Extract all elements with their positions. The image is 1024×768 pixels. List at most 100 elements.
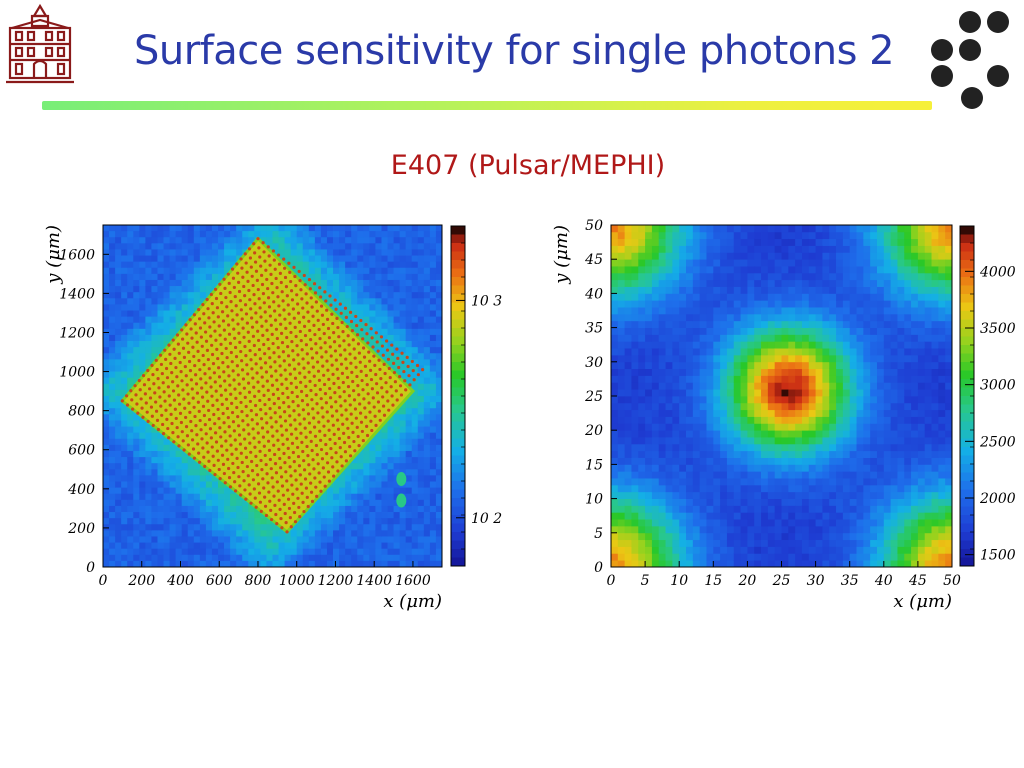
left-heatmap-cell (139, 316, 146, 324)
left-heatmap-cell (187, 499, 195, 507)
left-heatmap-cell (242, 231, 249, 238)
right-heatmap-cell (631, 525, 639, 534)
left-heatmap-cell (157, 243, 164, 250)
left-heatmap-cell (278, 548, 286, 556)
left-heatmap-cell (314, 225, 322, 232)
left-heatmap-cell (169, 505, 177, 513)
left-heatmap-cell (357, 475, 364, 482)
left-heatmap-cell (302, 231, 310, 238)
left-heatmap-cell (151, 457, 158, 464)
left-heatmap-cell (399, 402, 407, 409)
right-heatmap-cell (645, 259, 653, 267)
left-heatmap-cell (417, 414, 425, 421)
left-heatmap-cell (193, 530, 201, 537)
left-heatmap-cell (333, 530, 340, 537)
left-heatmap-cell (121, 493, 128, 501)
left-heatmap-cell (381, 444, 388, 452)
left-heatmap-cell (417, 420, 425, 427)
right-heatmap-cell (631, 348, 639, 356)
right-heatmap-cell (624, 327, 632, 335)
left-heatmap-cell (387, 432, 394, 440)
right-heatmap-cell (672, 272, 680, 281)
left-heatmap-cell (423, 389, 431, 397)
left-heatmap-cell (339, 261, 346, 269)
left-heatmap-cell (326, 512, 334, 519)
right-heatmap-cell (651, 286, 660, 294)
left-heatmap-cell (333, 286, 340, 293)
right-heatmap-cell (645, 245, 653, 253)
left-heatmap-cell (199, 512, 207, 519)
left-microcell-dot (216, 458, 220, 462)
right-heatmap-cell (638, 238, 646, 246)
left-heatmap-cell (151, 493, 158, 501)
right-heatmap-cell (686, 341, 694, 349)
right-heatmap-cell (638, 354, 646, 363)
left-heatmap-cell (103, 444, 110, 452)
left-heatmap-cell (193, 524, 201, 531)
left-heatmap-cell (236, 530, 243, 537)
left-heatmap-cell (333, 542, 340, 550)
left-heatmap-cell (151, 304, 158, 311)
left-heatmap-cell (109, 530, 116, 537)
left-heatmap-cell (345, 518, 352, 525)
right-heatmap-cell (651, 245, 660, 253)
left-heatmap-cell (133, 353, 140, 360)
left-heatmap-cell (121, 469, 128, 476)
right-heatmap-cell (611, 382, 619, 390)
left-heatmap-cell (393, 249, 401, 256)
left-heatmap-cell (351, 249, 358, 256)
left-heatmap-cell (387, 353, 394, 360)
right-heatmap-cell (624, 553, 632, 561)
left-microcell-dot (186, 443, 190, 447)
left-heatmap-cell (163, 316, 170, 324)
left-heatmap-cell (109, 334, 116, 342)
left-heatmap-cell (399, 255, 407, 263)
right-heatmap-cell (692, 464, 701, 472)
left-heatmap-cell (333, 279, 340, 287)
right-heatmap-cell (645, 539, 653, 547)
right-heatmap-cell (624, 478, 632, 486)
right-heatmap-cell (665, 450, 673, 458)
left-heatmap-cell (320, 499, 328, 507)
right-heatmap-cell (645, 327, 653, 335)
left-heatmap-cell (369, 286, 376, 293)
left-heatmap-cell (103, 310, 110, 318)
left-heatmap-cell (115, 493, 122, 501)
left-heatmap-cell (326, 298, 334, 305)
left-heatmap-cell (121, 438, 128, 446)
right-heatmap-cell (631, 279, 639, 287)
right-heatmap-cell (638, 478, 646, 486)
left-heatmap-cell (109, 249, 116, 256)
left-heatmap-cell (175, 298, 183, 305)
left-heatmap-cell (121, 334, 128, 342)
left-heatmap-cell (139, 499, 146, 507)
left-heatmap-cell (326, 279, 334, 287)
left-heatmap-cell (151, 554, 158, 562)
left-heatmap-cell (157, 457, 164, 464)
right-heatmap-cell (617, 430, 626, 438)
left-heatmap-cell (199, 554, 207, 562)
right-heatmap-cell (679, 238, 687, 246)
left-heatmap-cell (157, 322, 164, 330)
left-heatmap-cell (405, 292, 413, 299)
left-heatmap-cell (151, 432, 158, 440)
left-heatmap-cell (115, 402, 122, 409)
left-heatmap-cell (435, 548, 443, 556)
left-heatmap-cell (405, 457, 413, 464)
left-heatmap-cell (314, 554, 322, 562)
left-heatmap-cell (127, 353, 134, 360)
left-heatmap-cell (175, 548, 183, 556)
left-heatmap-cell (399, 347, 407, 354)
left-heatmap-cell (399, 536, 407, 543)
left-heatmap-cell (199, 292, 207, 299)
left-heatmap-cell (296, 243, 304, 250)
left-microcell-dot (172, 440, 176, 444)
left-heatmap-cell (393, 438, 401, 446)
left-heatmap-cell (381, 231, 388, 238)
left-heatmap-cell (339, 560, 346, 568)
right-heatmap-cell (651, 266, 660, 274)
left-heatmap-cell (314, 267, 322, 275)
left-heatmap-cell (115, 414, 122, 421)
right-heatmap-cell (679, 389, 687, 397)
left-heatmap-cell (435, 396, 443, 403)
